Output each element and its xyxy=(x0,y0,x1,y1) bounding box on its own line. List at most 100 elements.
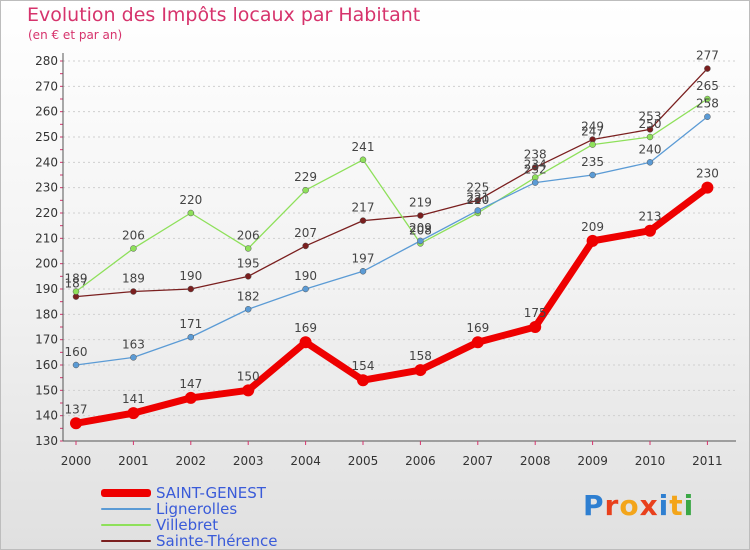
y-tick-label: 130 xyxy=(35,434,58,448)
data-label-sainte-therence: 249 xyxy=(581,120,604,134)
data-point-lignerolles xyxy=(187,333,195,341)
data-label-lignerolles: 171 xyxy=(179,317,202,331)
data-point-villebret xyxy=(130,245,137,252)
data-label-villebret: 220 xyxy=(466,193,489,207)
data-point-lignerolles xyxy=(646,159,654,166)
data-point-lignerolles xyxy=(359,268,367,275)
data-label-lignerolles: 232 xyxy=(524,163,547,177)
x-tick-label: 2006 xyxy=(405,454,436,468)
data-point-villebret xyxy=(359,156,367,164)
data-point-sainte-therence xyxy=(302,242,309,250)
data-point-saint-genest xyxy=(127,407,140,420)
x-tick-label: 2002 xyxy=(176,454,207,468)
data-point-saint-genest xyxy=(184,391,197,404)
data-label-villebret: 189 xyxy=(65,272,88,286)
y-tick-label: 280 xyxy=(35,54,58,68)
data-point-sainte-therence xyxy=(417,212,424,219)
data-point-villebret xyxy=(302,186,309,194)
legend-swatch-sainte-therence xyxy=(101,540,151,542)
data-label-sainte-therence: 238 xyxy=(524,147,547,161)
data-point-saint-genest xyxy=(529,321,542,333)
logo-letter: x xyxy=(639,489,659,522)
x-tick-label: 2010 xyxy=(635,454,666,468)
y-tick-label: 140 xyxy=(35,409,58,423)
data-point-saint-genest xyxy=(471,336,484,349)
data-label-villebret: 206 xyxy=(237,228,260,242)
data-label-lignerolles: 160 xyxy=(65,345,88,359)
data-label-sainte-therence: 225 xyxy=(466,180,489,194)
data-point-saint-genest xyxy=(242,384,255,397)
data-label-villebret: 250 xyxy=(639,117,662,131)
data-label-villebret: 220 xyxy=(179,193,202,207)
data-label-saint-genest: 137 xyxy=(65,402,88,416)
data-point-lignerolles xyxy=(72,361,80,369)
data-label-saint-genest: 141 xyxy=(122,392,145,406)
data-point-villebret xyxy=(704,95,711,103)
proxiti-logo: Proxiti xyxy=(583,489,694,522)
data-label-saint-genest: 175 xyxy=(524,306,547,320)
data-point-sainte-therence xyxy=(359,217,367,224)
data-label-lignerolles: 209 xyxy=(409,221,432,235)
data-label-saint-genest: 230 xyxy=(696,167,719,181)
data-label-saint-genest: 158 xyxy=(409,349,432,363)
data-point-villebret xyxy=(244,245,252,252)
data-label-lignerolles: 235 xyxy=(581,155,604,169)
data-point-lignerolles xyxy=(704,113,711,120)
data-point-saint-genest xyxy=(701,181,714,194)
data-point-sainte-therence xyxy=(531,164,539,171)
data-point-saint-genest xyxy=(299,336,312,349)
data-label-lignerolles: 163 xyxy=(122,337,145,351)
data-point-saint-genest xyxy=(644,224,656,237)
legend-label-villebret: Villebret xyxy=(156,516,219,534)
y-tick-label: 180 xyxy=(35,307,58,321)
data-point-saint-genest xyxy=(70,417,82,430)
data-label-lignerolles: 197 xyxy=(352,251,375,265)
logo-letter: i xyxy=(658,489,670,522)
data-point-lignerolles xyxy=(589,171,596,179)
logo-letter: t xyxy=(669,489,684,522)
data-point-sainte-therence xyxy=(704,65,711,72)
x-tick-label: 2001 xyxy=(118,454,149,468)
data-label-sainte-therence: 195 xyxy=(237,256,260,270)
data-point-sainte-therence xyxy=(646,126,654,133)
data-label-lignerolles: 221 xyxy=(466,190,489,204)
data-point-saint-genest xyxy=(414,364,427,377)
data-label-sainte-therence: 277 xyxy=(696,49,719,63)
data-point-sainte-therence xyxy=(244,273,252,280)
legend-swatch-saint-genest xyxy=(101,489,151,497)
chart-subtitle: (en € et par an) xyxy=(28,28,123,42)
x-tick-label: 2007 xyxy=(463,454,494,468)
series-line-villebret xyxy=(75,98,709,293)
legend-swatch-villebret xyxy=(101,524,151,526)
data-label-lignerolles: 190 xyxy=(294,269,317,283)
y-tick-label: 270 xyxy=(35,79,58,93)
logo-letter: i xyxy=(683,489,695,522)
data-label-saint-genest: 150 xyxy=(237,369,260,383)
y-tick-label: 260 xyxy=(35,105,58,119)
data-point-villebret xyxy=(589,141,596,148)
data-label-lignerolles: 240 xyxy=(639,142,662,156)
y-tick-label: 170 xyxy=(35,333,58,347)
logo-letter: o xyxy=(619,489,640,522)
data-point-sainte-therence xyxy=(130,288,137,295)
y-tick-label: 220 xyxy=(35,206,58,220)
data-label-saint-genest: 209 xyxy=(581,220,604,234)
series-line-sainte-therence xyxy=(75,67,709,298)
data-point-villebret xyxy=(72,288,80,295)
data-point-lignerolles xyxy=(474,207,482,214)
y-tick-label: 230 xyxy=(35,181,58,195)
chart-title: Evolution des Impôts locaux par Habitant xyxy=(27,4,421,26)
logo-letter: P xyxy=(583,489,605,522)
y-tick-label: 190 xyxy=(35,282,58,296)
data-label-villebret: 247 xyxy=(581,125,604,139)
data-label-lignerolles: 258 xyxy=(696,97,719,111)
legend-label-lignerolles: Lignerolles xyxy=(156,500,238,518)
legend-swatch-lignerolles xyxy=(101,508,151,510)
data-label-saint-genest: 154 xyxy=(352,359,375,373)
data-point-sainte-therence xyxy=(474,197,482,204)
x-tick-label: 2000 xyxy=(61,454,92,468)
data-label-sainte-therence: 207 xyxy=(294,226,317,240)
data-label-villebret: 206 xyxy=(122,228,145,242)
